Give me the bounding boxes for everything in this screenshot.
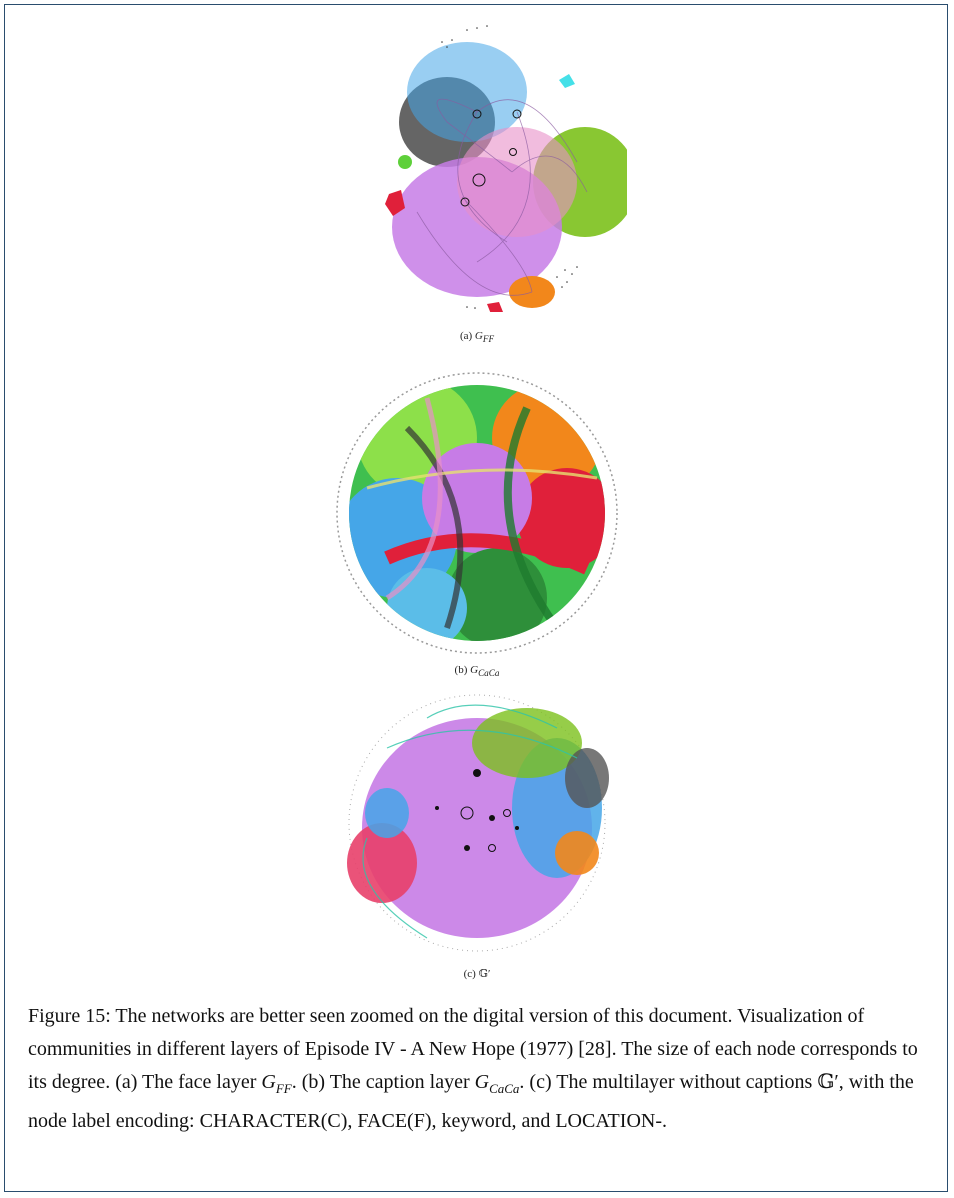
- figure-caption: Figure 15: The networks are better seen …: [28, 1005, 918, 1132]
- figure-frame: [4, 4, 948, 1192]
- network-panel-b: [0, 368, 954, 658]
- network-panel-c: [0, 688, 954, 958]
- network-graph-multilayer: [347, 694, 609, 952]
- network-graph-caca: [336, 372, 618, 654]
- network-panel-a: [0, 12, 954, 312]
- panel-b-label: (b) GCaCa: [454, 664, 500, 679]
- panel-a-label: (a) GFF: [459, 330, 495, 345]
- panel-c-label: (c) 𝔾′: [463, 968, 491, 980]
- network-graph-ff: [385, 25, 627, 312]
